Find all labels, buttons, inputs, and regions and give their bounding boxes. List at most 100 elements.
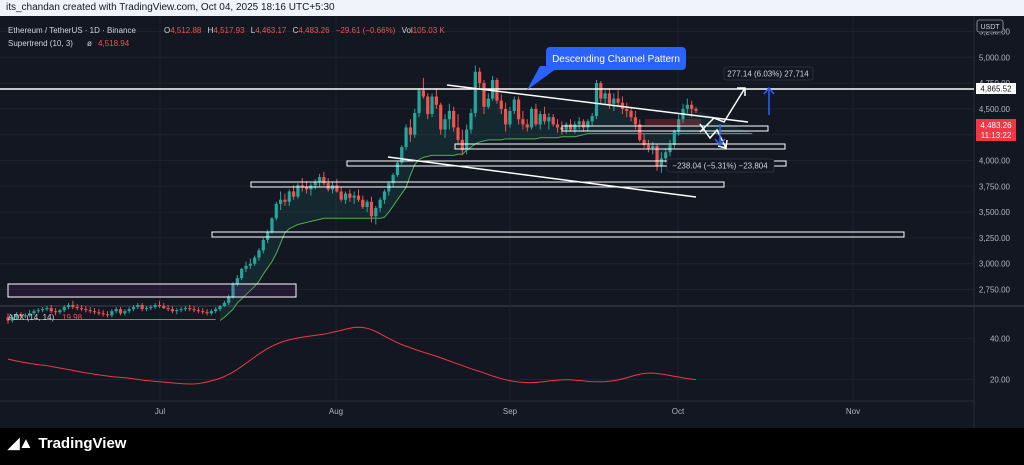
candle-body [196,310,200,312]
channel-lower-line[interactable] [387,156,697,198]
candle-body [568,124,573,130]
candle-body [473,71,477,114]
candle-body [573,124,577,130]
candle-body [664,152,668,159]
candle-body [426,96,430,115]
candle-body [253,257,257,264]
channel-upper-line[interactable] [446,84,749,123]
candle-body [153,305,157,308]
candle-body [486,98,490,107]
zone-box-3[interactable] [250,181,725,188]
candle-body [88,310,92,312]
candle-body [612,98,616,104]
adx-pane[interactable] [0,308,974,400]
supertrend-layer [8,77,753,321]
zone-box-6[interactable] [561,125,769,132]
legend-ohlc: O4,512.88 H4,517.93 L4,463.17 C4,483.26 … [164,26,445,35]
candle-body [478,71,482,84]
adx-y-tick-label: 40.00 [990,335,1011,344]
legend-supertrend-marker: ø [87,39,92,48]
callout-label: Descending Channel Pattern [552,54,680,65]
candle-body [15,314,19,318]
candle-body [616,98,620,103]
candle-body [6,317,10,321]
callout-box[interactable] [546,47,686,70]
x-tick-label: Sep [503,407,518,416]
legend-supertrend-value: 4,518.94 [98,39,130,48]
candle-body [391,174,395,184]
candle-body [183,308,188,310]
candle-body [114,309,118,312]
candle-body [227,296,231,303]
candle-body [270,218,274,232]
candle-body [140,305,144,310]
candle-body [248,263,252,266]
candle-body [369,201,374,217]
candle-body [41,309,45,311]
candle-body [45,308,49,310]
candle-body [672,131,676,146]
candle-body [586,121,590,128]
currency-badge[interactable] [976,19,1004,33]
candle-body [32,311,36,314]
candle-body [283,199,287,202]
candle-body [482,83,486,107]
candle-body [19,314,23,317]
zone-box-5[interactable] [454,143,786,150]
supertrend-up-line [219,133,753,321]
candle-body [465,129,469,151]
projection-down-path [699,123,727,149]
risk-box [645,119,701,126]
candle-body [279,199,283,204]
header-text: its_chandan created with TradingView.com… [6,2,335,13]
candle-body [209,311,213,314]
candle-body [274,203,278,219]
candle-body [231,284,235,297]
candle-body [131,307,136,310]
candle-body [23,315,27,317]
footer-bar [0,428,1024,465]
candle-body [365,201,369,207]
candle-body [313,182,317,186]
legend-symbol[interactable]: Ethereum / TetherUS · 1D · Binance [8,26,136,35]
candle-body [443,119,447,130]
candle-body [36,310,40,312]
candle-body [581,121,586,128]
arrow-up-head-icon [737,87,746,96]
candle-body [322,177,326,184]
candle-body [469,113,473,130]
candle-body [291,191,296,197]
candle-body [144,308,149,310]
candle-body [413,113,417,135]
candle-body [439,104,443,130]
legend-supertrend[interactable]: Supertrend (10, 3) [8,39,73,48]
tradingview-wordmark: TradingView [38,434,127,452]
drawings[interactable]: Descending Channel Pattern 277.14 (6.03%… [0,47,974,298]
candle-body [28,313,32,316]
candle-body [188,308,192,310]
candle-body [162,306,166,309]
x-tick-label: Aug [329,407,343,416]
level-price-tag [976,83,1016,94]
candle-body [105,314,110,316]
candle-body [685,104,689,109]
zone-box-2[interactable] [211,231,905,238]
price-chart[interactable]: 2,750.00 3,000.00 3,250.00 3,500.00 3,750.00… [0,16,1024,428]
candle-body [235,278,239,285]
measure-down-box [666,158,775,173]
candle-body [646,145,651,149]
y-tick-label: 3,500.00 [979,208,1011,217]
y-tick-label: 2,750.00 [979,286,1011,295]
zone-box-4[interactable] [346,160,787,167]
candle-body [607,93,612,104]
last-price-tag-text: 4,483.26 [980,121,1012,130]
zone-box-1[interactable] [7,283,297,298]
price-axis[interactable] [974,16,1024,428]
candle-body [157,305,162,307]
candle-body [452,110,456,128]
legend-adx[interactable]: ADX (14, 14) [8,313,55,322]
candle-body [175,310,179,312]
callout-pointer [527,66,560,90]
countdown-text: 11:13:22 [981,131,1012,140]
candle-body [343,193,348,200]
